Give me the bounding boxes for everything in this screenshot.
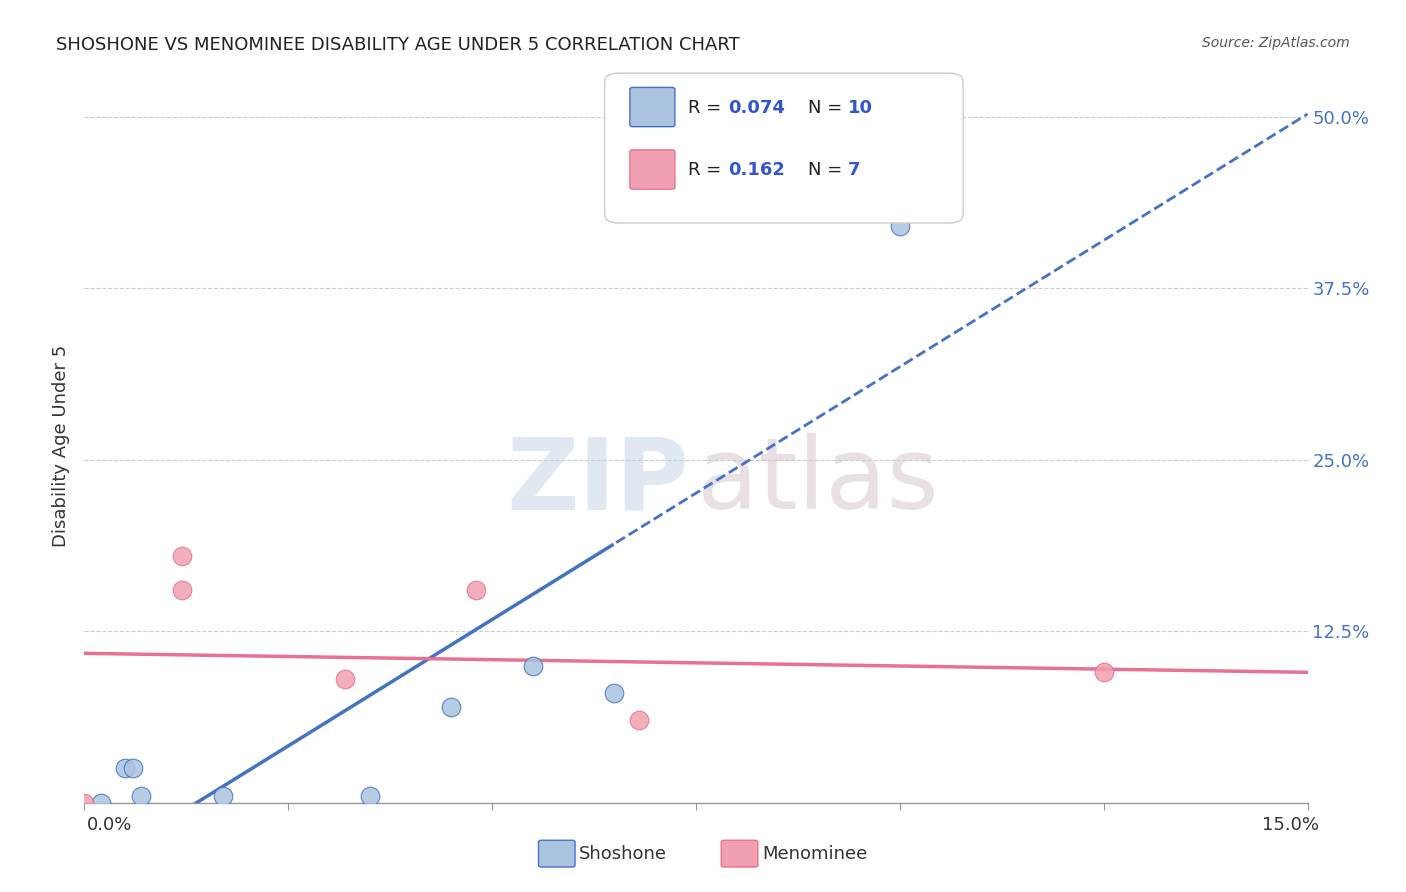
Point xyxy=(522,658,544,673)
Y-axis label: Disability Age Under 5: Disability Age Under 5 xyxy=(52,345,70,547)
Point xyxy=(131,789,153,803)
Text: SHOSHONE VS MENOMINEE DISABILITY AGE UNDER 5 CORRELATION CHART: SHOSHONE VS MENOMINEE DISABILITY AGE UND… xyxy=(56,36,740,54)
Point xyxy=(114,762,136,776)
Point xyxy=(212,789,235,803)
Point xyxy=(603,686,626,700)
Text: 0.0%: 0.0% xyxy=(87,816,132,834)
Point xyxy=(335,673,357,687)
Text: 7: 7 xyxy=(848,161,860,179)
Text: ZIP: ZIP xyxy=(506,434,689,530)
Text: Menominee: Menominee xyxy=(762,845,868,863)
Point xyxy=(172,549,194,563)
Point xyxy=(464,583,486,598)
Point xyxy=(440,699,463,714)
Text: Shoshone: Shoshone xyxy=(579,845,668,863)
Text: R =: R = xyxy=(688,161,727,179)
Text: N =: N = xyxy=(808,161,848,179)
Text: 10: 10 xyxy=(848,99,873,117)
Point xyxy=(627,714,650,728)
Text: 0.074: 0.074 xyxy=(728,99,785,117)
Point xyxy=(1092,665,1115,680)
Text: N =: N = xyxy=(808,99,848,117)
Point xyxy=(90,796,112,810)
Point xyxy=(73,796,96,810)
Point xyxy=(359,789,381,803)
Text: 0.162: 0.162 xyxy=(728,161,785,179)
Text: Source: ZipAtlas.com: Source: ZipAtlas.com xyxy=(1202,36,1350,50)
Point xyxy=(889,219,911,234)
Point xyxy=(122,762,145,776)
Text: 15.0%: 15.0% xyxy=(1261,816,1319,834)
Point xyxy=(172,583,194,598)
Text: R =: R = xyxy=(688,99,727,117)
Text: atlas: atlas xyxy=(697,434,939,530)
